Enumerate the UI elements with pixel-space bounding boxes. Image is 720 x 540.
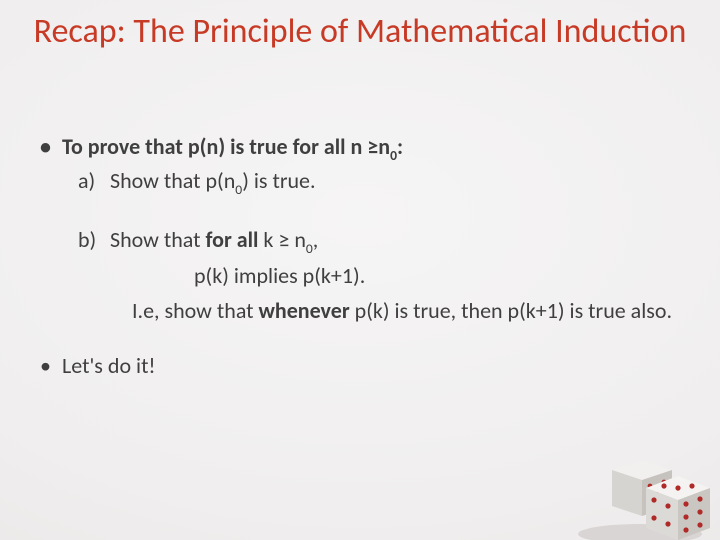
text: ,	[313, 226, 319, 253]
text: Show that	[110, 226, 206, 253]
text: I.e, show that	[132, 297, 259, 324]
text: Show that p(n	[110, 167, 235, 194]
text-bold: for all	[206, 226, 259, 253]
spacer	[36, 325, 684, 351]
text: n	[378, 133, 390, 160]
list-marker: b)	[78, 225, 96, 254]
text-bold: for all	[293, 133, 346, 160]
slide-body: To prove that p(n) is true for all n ≥n0…	[36, 132, 684, 382]
slide-title: Recap: The Principle of Mathematical Ind…	[30, 12, 690, 52]
ie-line: I.e, show that whenever p(k) is true, th…	[36, 296, 684, 325]
implies-line: p(k) implies p(k+1).	[36, 261, 684, 290]
subscript: 0	[306, 240, 313, 257]
spacer	[36, 203, 684, 225]
text-bold: whenever	[259, 297, 350, 324]
dice-icon	[562, 426, 712, 540]
text: p(k) is true, then p(k+1) is true also.	[350, 297, 672, 324]
bullet-lets-do-it: Let's do it!	[36, 351, 684, 380]
list-marker: a)	[78, 166, 95, 195]
text: ) is true.	[242, 167, 315, 194]
text: n	[289, 226, 306, 253]
geq-symbol: ≥	[367, 133, 378, 160]
slide: Recap: The Principle of Mathematical Ind…	[0, 0, 720, 540]
bullet-to-prove: To prove that p(n) is true for all n ≥n0…	[36, 132, 684, 164]
text: To prove that p(n) is true	[62, 133, 293, 160]
geq-symbol: ≥	[278, 226, 289, 253]
subscript: 0	[390, 147, 397, 164]
text: :	[397, 133, 403, 160]
text: k	[258, 226, 278, 253]
text: n	[346, 133, 368, 160]
item-b: b) Show that for all k ≥ n0,	[36, 225, 684, 257]
subscript: 0	[235, 181, 242, 198]
item-a: a) Show that p(n0) is true.	[36, 166, 684, 198]
dice-decoration	[562, 426, 712, 540]
